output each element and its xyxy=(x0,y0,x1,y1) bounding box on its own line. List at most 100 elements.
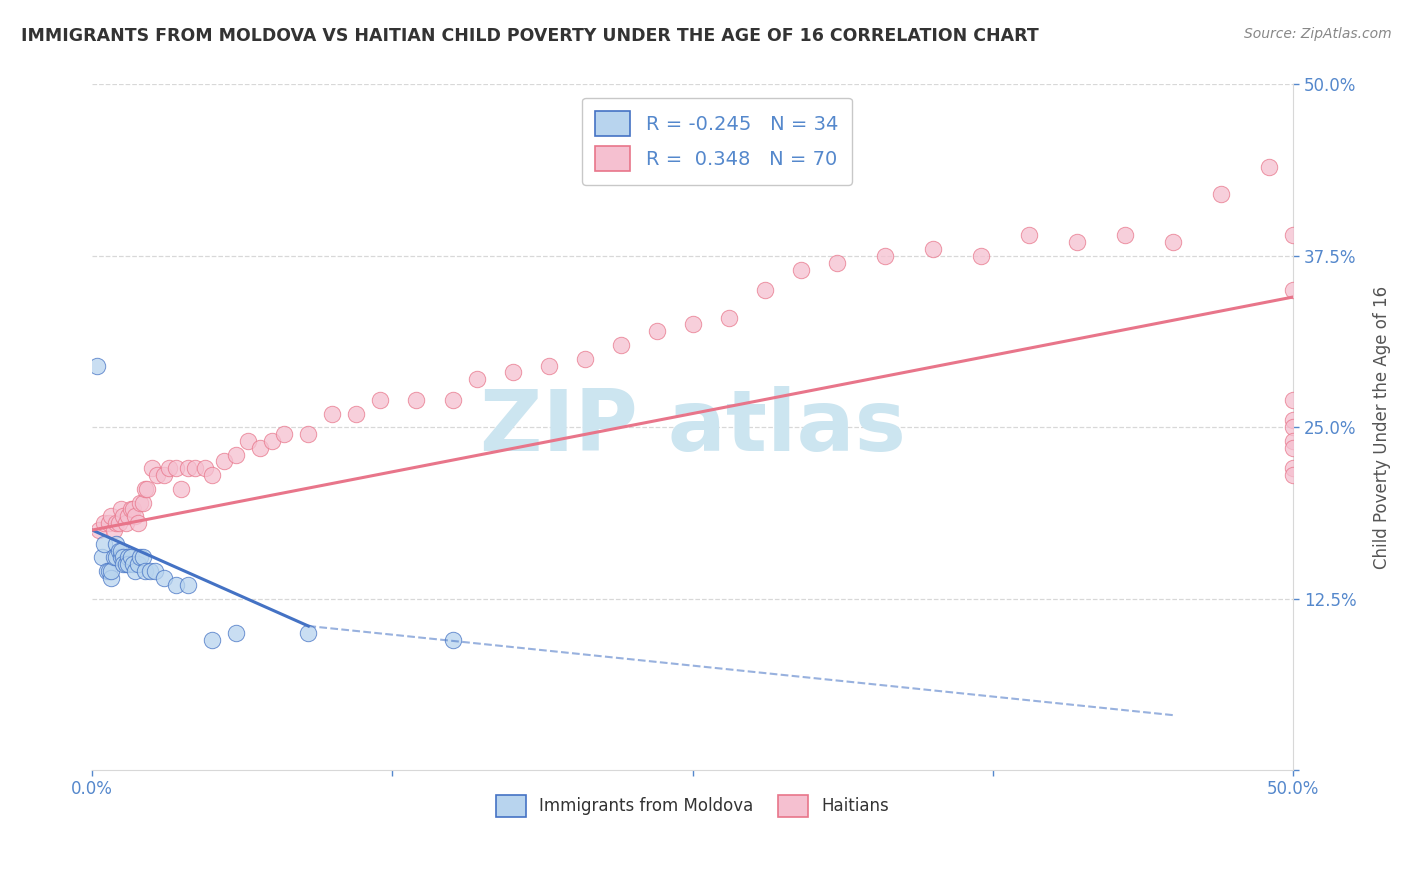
Point xyxy=(110,550,132,565)
Point xyxy=(609,338,631,352)
Point xyxy=(86,359,108,373)
Point xyxy=(225,448,247,462)
Point xyxy=(96,564,118,578)
Point xyxy=(157,461,180,475)
Point xyxy=(131,550,153,565)
Point xyxy=(90,550,112,565)
Point xyxy=(117,509,139,524)
Point xyxy=(105,516,128,531)
Point xyxy=(124,509,146,524)
Point xyxy=(238,434,260,448)
Point xyxy=(165,578,187,592)
Point xyxy=(134,482,156,496)
Point xyxy=(184,461,207,475)
Point xyxy=(1258,160,1281,174)
Point xyxy=(825,255,848,269)
Point xyxy=(1282,228,1305,243)
Text: ZIP atlas: ZIP atlas xyxy=(479,385,905,468)
Point xyxy=(170,482,193,496)
Point xyxy=(122,558,145,572)
Point xyxy=(465,372,488,386)
Point xyxy=(645,324,668,338)
Point xyxy=(127,558,149,572)
Point xyxy=(112,509,135,524)
Text: Source: ZipAtlas.com: Source: ZipAtlas.com xyxy=(1244,27,1392,41)
Point xyxy=(129,550,152,565)
Point xyxy=(103,523,125,537)
Point xyxy=(970,249,993,263)
Point xyxy=(105,550,128,565)
Point xyxy=(165,461,187,475)
Point xyxy=(139,564,162,578)
Point xyxy=(134,564,156,578)
Point xyxy=(100,509,122,524)
Point xyxy=(153,571,176,585)
Point xyxy=(177,461,200,475)
Y-axis label: Child Poverty Under the Age of 16: Child Poverty Under the Age of 16 xyxy=(1374,285,1391,569)
Point xyxy=(297,427,319,442)
Point xyxy=(129,495,152,509)
Point xyxy=(1211,187,1233,202)
Point xyxy=(682,318,704,332)
Point xyxy=(922,242,945,256)
Point xyxy=(1161,235,1184,249)
Point xyxy=(873,249,896,263)
Point xyxy=(146,468,169,483)
Point xyxy=(441,392,464,407)
Point xyxy=(754,283,776,297)
Point xyxy=(112,550,135,565)
Point xyxy=(1282,283,1305,297)
Point xyxy=(297,626,319,640)
Point xyxy=(110,502,132,516)
Point xyxy=(1282,468,1305,483)
Point xyxy=(98,516,121,531)
Point xyxy=(114,516,136,531)
Point xyxy=(120,502,142,516)
Point xyxy=(1282,420,1305,434)
Point xyxy=(136,482,159,496)
Point xyxy=(114,558,136,572)
Point xyxy=(1282,461,1305,475)
Point xyxy=(93,516,115,531)
Point xyxy=(1282,392,1305,407)
Point xyxy=(537,359,560,373)
Point xyxy=(105,537,128,551)
Point xyxy=(262,434,284,448)
Point xyxy=(177,578,200,592)
Point xyxy=(321,407,343,421)
Point xyxy=(89,523,111,537)
Point xyxy=(112,558,135,572)
Point xyxy=(441,632,464,647)
Point xyxy=(120,550,142,565)
Point xyxy=(1066,235,1088,249)
Text: IMMIGRANTS FROM MOLDOVA VS HAITIAN CHILD POVERTY UNDER THE AGE OF 16 CORRELATION: IMMIGRANTS FROM MOLDOVA VS HAITIAN CHILD… xyxy=(21,27,1039,45)
Point xyxy=(1282,441,1305,455)
Point xyxy=(201,468,224,483)
Point xyxy=(214,454,236,468)
Point xyxy=(1282,413,1305,427)
Point xyxy=(1114,228,1136,243)
Point xyxy=(127,516,149,531)
Point xyxy=(273,427,295,442)
Legend: Immigrants from Moldova, Haitians: Immigrants from Moldova, Haitians xyxy=(489,789,896,823)
Point xyxy=(131,495,153,509)
Point xyxy=(1282,434,1305,448)
Point xyxy=(790,262,813,277)
Point xyxy=(201,632,224,647)
Point xyxy=(107,516,129,531)
Point xyxy=(405,392,427,407)
Point xyxy=(1018,228,1040,243)
Point xyxy=(717,310,740,325)
Point xyxy=(370,392,392,407)
Point xyxy=(122,502,145,516)
Point xyxy=(574,351,596,366)
Point xyxy=(124,564,146,578)
Point xyxy=(103,550,125,565)
Point xyxy=(117,558,139,572)
Point xyxy=(107,543,129,558)
Point xyxy=(194,461,217,475)
Point xyxy=(117,550,139,565)
Point xyxy=(249,441,271,455)
Point xyxy=(110,543,132,558)
Point xyxy=(153,468,176,483)
